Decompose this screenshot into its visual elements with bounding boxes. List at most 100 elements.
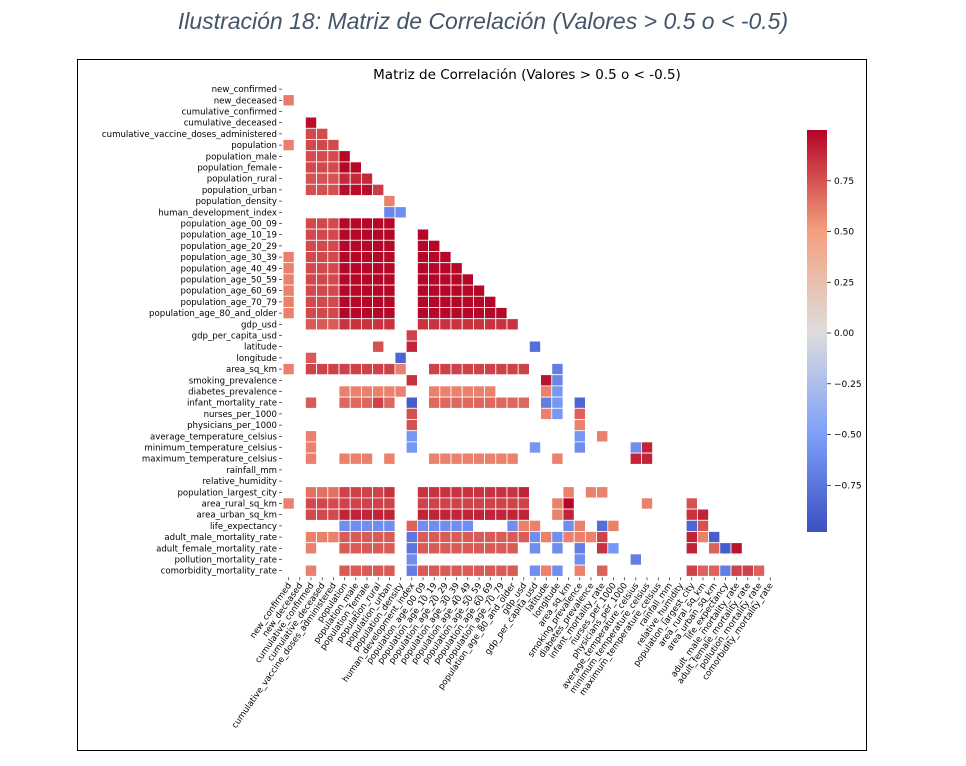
heatmap-cell (495, 452, 508, 465)
heatmap-cell (372, 542, 385, 555)
y-tick-label: average_temperature_celsius (150, 432, 278, 442)
heatmap-cell (349, 172, 362, 185)
heatmap-cell (461, 396, 474, 409)
heatmap-cell (439, 363, 452, 376)
heatmap-cell (360, 228, 373, 241)
heatmap-cell (405, 430, 418, 443)
heatmap-cell (304, 531, 317, 544)
heatmap-cell (405, 374, 418, 387)
colorbar-gradient (807, 130, 827, 532)
heatmap-cell (405, 441, 418, 454)
colorbar-tick-label: 0.00 (834, 329, 854, 339)
heatmap-cell (641, 497, 654, 510)
heatmap-cell (450, 486, 463, 499)
heatmap-cell (596, 430, 609, 443)
heatmap-cell (562, 497, 575, 510)
heatmap-cell (349, 385, 362, 398)
heatmap-cell (349, 262, 362, 275)
heatmap-cell (304, 251, 317, 264)
heatmap-cell (360, 217, 373, 230)
heatmap-cell (450, 307, 463, 320)
colorbar-tick-label: −0.25 (834, 380, 862, 390)
heatmap-cell (372, 385, 385, 398)
heatmap-cell (304, 139, 317, 152)
heatmap-cell (416, 497, 429, 510)
heatmap-cell (316, 251, 329, 264)
heatmap-cell (629, 553, 642, 566)
heatmap-cell (439, 295, 452, 308)
heatmap-cell (304, 273, 317, 286)
heatmap-cell (383, 239, 396, 252)
heatmap-cell (416, 284, 429, 297)
heatmap-cell (338, 452, 351, 465)
heatmap-cell (506, 508, 519, 521)
heatmap-cell (327, 307, 340, 320)
heatmap-cell (551, 396, 564, 409)
heatmap-cell (304, 161, 317, 174)
y-tick-label: population_age_60_69 (181, 287, 278, 297)
heatmap-cell (316, 217, 329, 230)
heatmap-cell (383, 206, 396, 219)
heatmap-cell (372, 340, 385, 353)
heatmap-cell (383, 262, 396, 275)
heatmap-cell (573, 441, 586, 454)
heatmap-cell (416, 486, 429, 499)
heatmap-cell (461, 486, 474, 499)
heatmap-cell (439, 385, 452, 398)
heatmap-cell (551, 508, 564, 521)
heatmap-cell (327, 217, 340, 230)
heatmap-cell (472, 363, 485, 376)
heatmap-cell (517, 486, 530, 499)
heatmap-cell (304, 363, 317, 376)
heatmap-cell (708, 531, 721, 544)
heatmap-cell (349, 228, 362, 241)
heatmap-cell (517, 531, 530, 544)
heatmap-cell (304, 430, 317, 443)
heatmap-cell (540, 396, 553, 409)
heatmap-cell (372, 284, 385, 297)
heatmap-cell (461, 531, 474, 544)
heatmap-cell (405, 553, 418, 566)
heatmap-cell (506, 452, 519, 465)
heatmap-cell (484, 542, 497, 555)
heatmap-cell (596, 564, 609, 577)
heatmap-cell (304, 452, 317, 465)
heatmap-cell (372, 396, 385, 409)
heatmap-cell (416, 519, 429, 532)
heatmap-cell (551, 452, 564, 465)
heatmap-cell (472, 452, 485, 465)
heatmap-cell (383, 284, 396, 297)
heatmap-cell (450, 318, 463, 331)
heatmap-cell (383, 273, 396, 286)
heatmap-cell (360, 564, 373, 577)
heatmap-cell (372, 217, 385, 230)
heatmap-cell (304, 441, 317, 454)
heatmap-cell (316, 150, 329, 163)
heatmap-cell (349, 452, 362, 465)
heatmap-cell (439, 497, 452, 510)
heatmap-cell (685, 564, 698, 577)
heatmap-cell (338, 150, 351, 163)
heatmap-cell (573, 407, 586, 420)
heatmap-cell (428, 452, 441, 465)
heatmap-cell (416, 262, 429, 275)
heatmap-cell (360, 531, 373, 544)
heatmap-cell (316, 262, 329, 275)
heatmap-cell (484, 307, 497, 320)
heatmap-cell (304, 228, 317, 241)
heatmap-cell (372, 497, 385, 510)
heatmap-cell (506, 396, 519, 409)
heatmap-cell (484, 564, 497, 577)
y-tick-label: cumulative_confirmed (182, 108, 277, 118)
heatmap-cell (450, 273, 463, 286)
y-tick-label: relative_humidity (202, 477, 277, 487)
heatmap-cell (484, 295, 497, 308)
heatmap-cell (450, 519, 463, 532)
heatmap-cell (416, 239, 429, 252)
heatmap-cell (360, 486, 373, 499)
heatmap-cell (472, 531, 485, 544)
y-tick-label: maximum_temperature_celsius (142, 455, 278, 465)
heatmap-cell (551, 374, 564, 387)
heatmap-cell (338, 295, 351, 308)
heatmap-cell (495, 508, 508, 521)
